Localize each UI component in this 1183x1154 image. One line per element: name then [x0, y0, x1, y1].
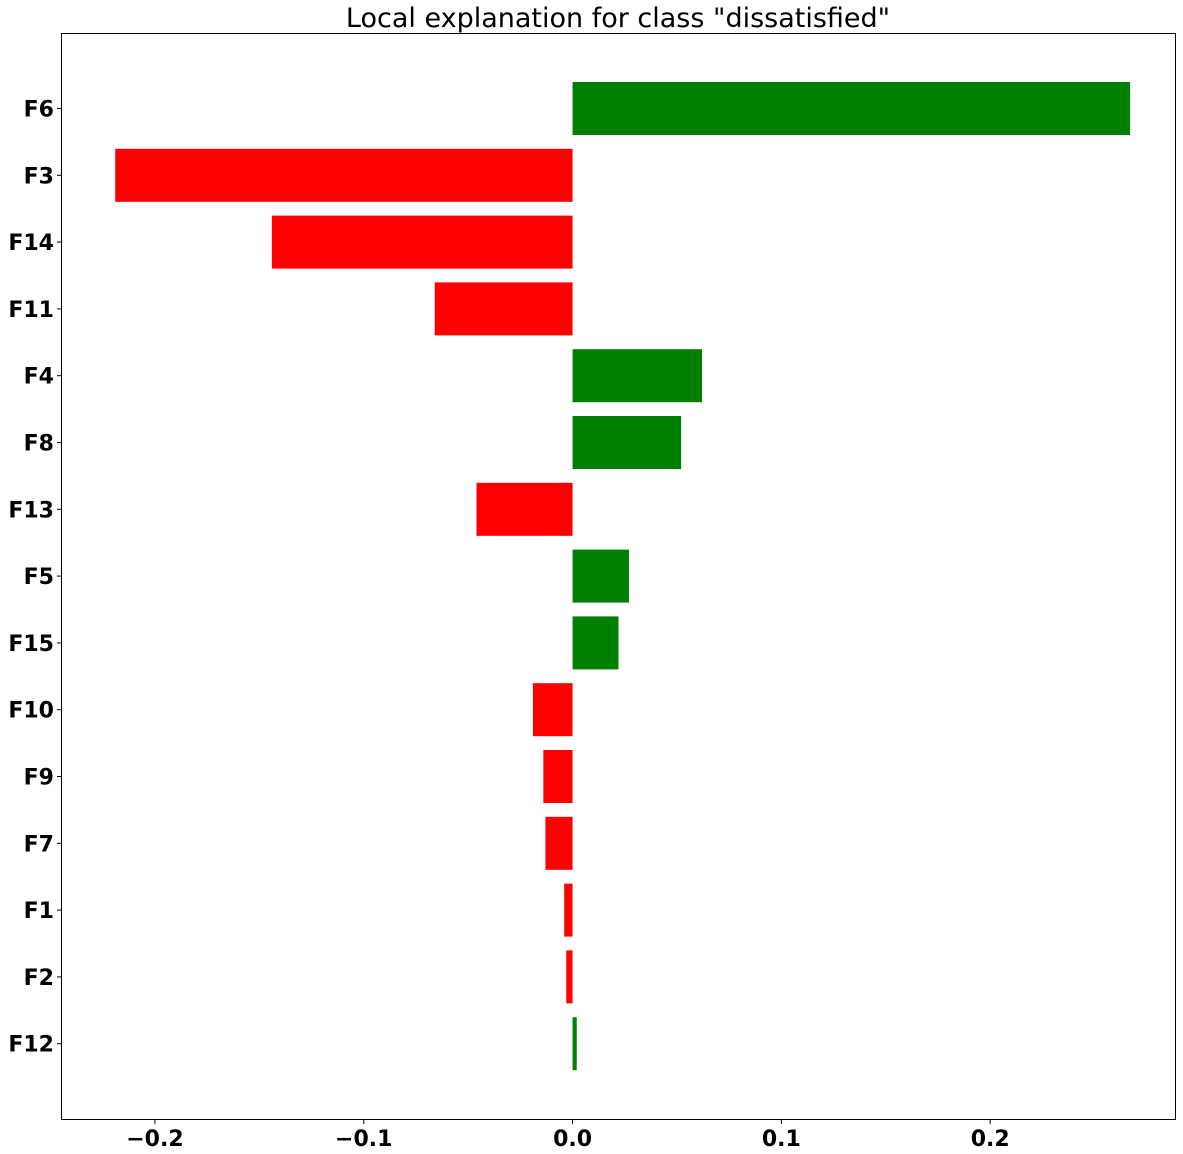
y-tick-label: F9 [24, 766, 54, 791]
bars-group [115, 82, 1131, 1071]
bar-f10 [532, 683, 573, 737]
bar-f6 [572, 82, 1131, 135]
y-tick-label: F1 [24, 899, 54, 924]
x-tick-label: −0.1 [335, 1127, 392, 1152]
bar-f12 [572, 1017, 577, 1071]
y-tick-label: F2 [24, 966, 54, 991]
y-tick-label: F12 [8, 1033, 54, 1058]
y-tick-label: F14 [8, 231, 54, 256]
y-tick-label: F10 [8, 699, 54, 724]
bar-f7 [545, 816, 573, 870]
y-tick-label: F13 [8, 498, 54, 523]
bar-f2 [566, 950, 573, 1004]
x-tick-label: 0.1 [762, 1127, 801, 1152]
x-tick-label: 0.0 [553, 1127, 592, 1152]
bar-f3 [115, 148, 573, 202]
x-axis-ticks: −0.2 −0.1 0.0 0.1 0.2 [126, 1119, 1010, 1152]
bar-f15 [572, 616, 619, 670]
y-tick-label: F3 [24, 164, 54, 189]
chart-title: Local explanation for class "dissatisfie… [346, 3, 890, 34]
bar-f4 [572, 349, 703, 403]
bar-f11 [434, 282, 573, 336]
y-tick-label: F7 [24, 832, 54, 857]
y-tick-label: F11 [8, 298, 54, 323]
y-tick-label: F6 [24, 98, 54, 123]
y-axis-ticks: F6 F3 F14 F11 F4 F8 F13 F5 F15 F10 F9 F7 F1 F2 F12 [8, 98, 62, 1058]
y-tick-label: F5 [24, 565, 54, 590]
bar-f14 [271, 215, 573, 269]
bar-f13 [476, 482, 573, 536]
x-tick-label: −0.2 [126, 1127, 183, 1152]
x-tick-label: 0.2 [971, 1127, 1010, 1152]
bar-f8 [572, 416, 682, 469]
y-tick-label: F4 [24, 365, 54, 390]
bar-f1 [564, 883, 573, 937]
bar-f5 [572, 549, 629, 603]
y-tick-label: F15 [8, 632, 54, 657]
axes-frame [61, 33, 1176, 1120]
bar-f9 [543, 750, 573, 803]
y-tick-label: F8 [24, 432, 54, 457]
